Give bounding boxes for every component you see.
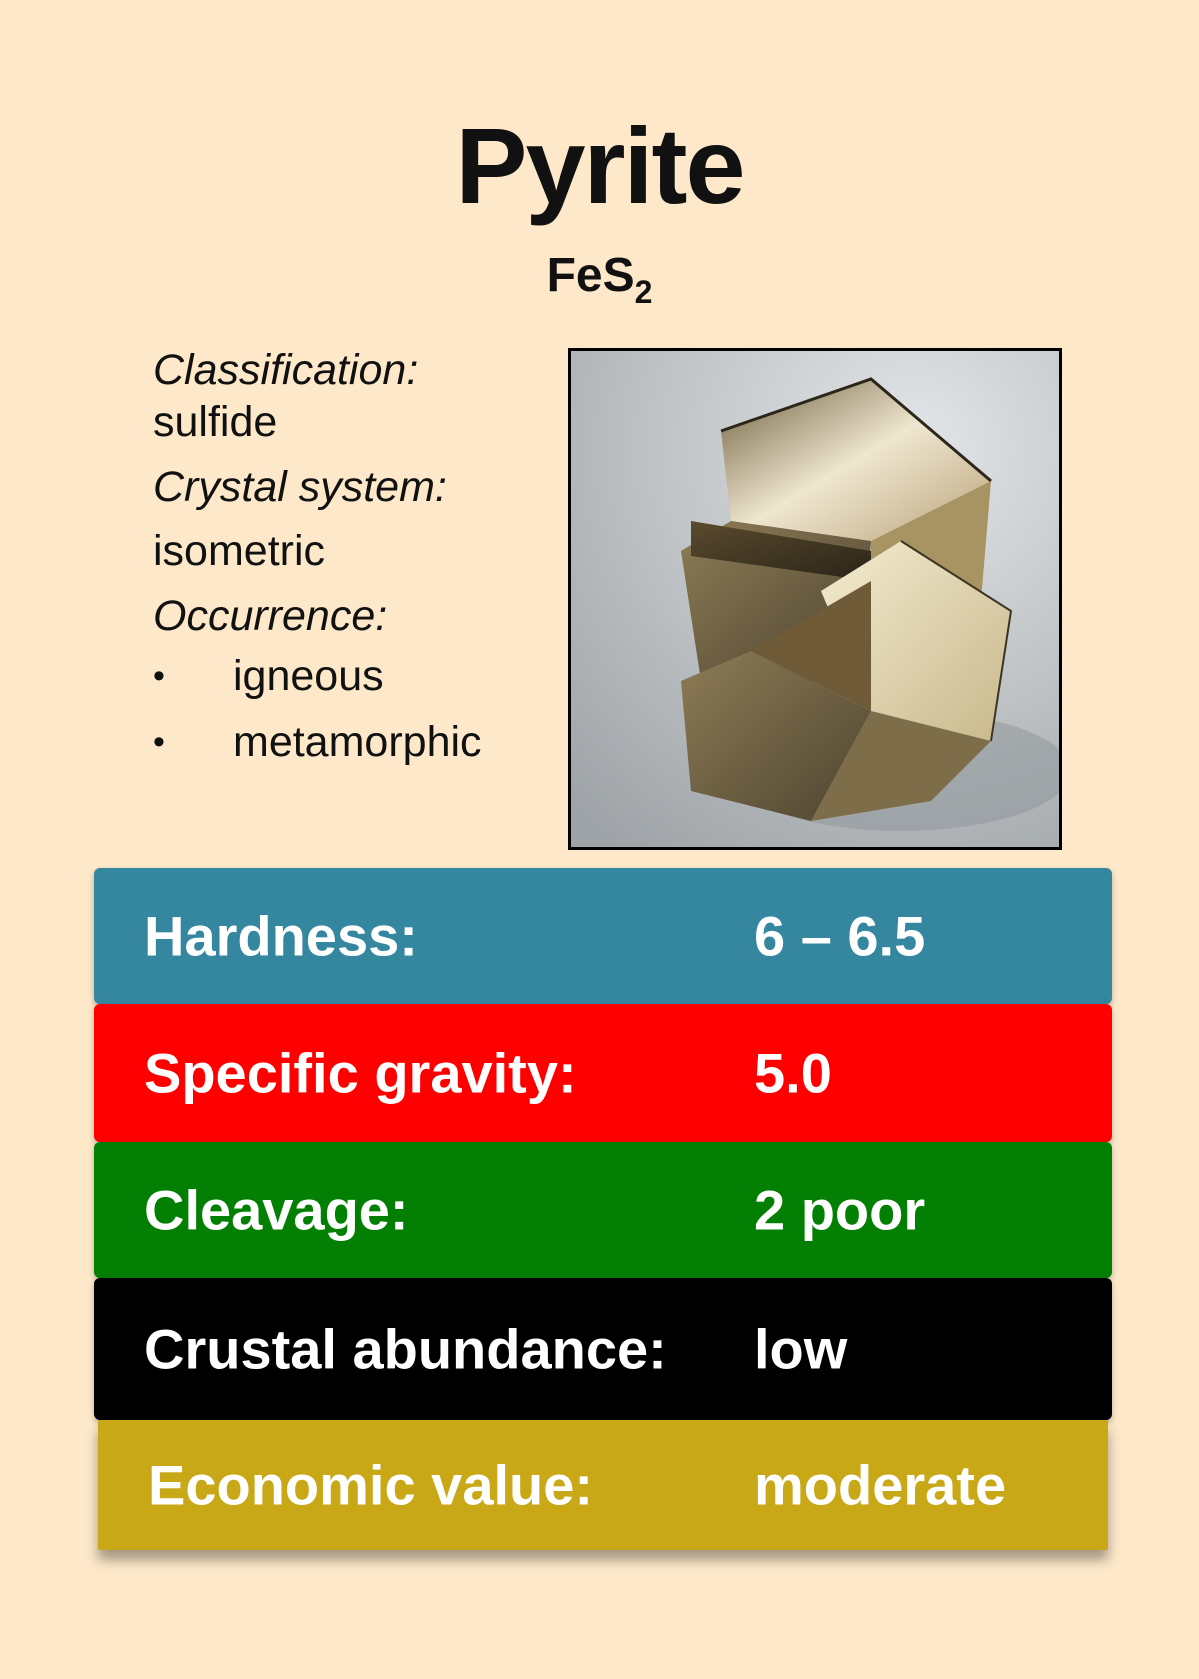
bullet-icon: • xyxy=(153,656,165,695)
economic-value-row: Economic value: moderate xyxy=(98,1420,1108,1550)
cleavage-row: Cleavage: 2 poor xyxy=(94,1142,1112,1278)
mineral-name: Pyrite xyxy=(455,105,745,226)
occurrence-item: • igneous xyxy=(153,643,553,709)
specific-gravity-row: Specific gravity: 5.0 xyxy=(94,1004,1112,1142)
occurrence-label: Occurrence: xyxy=(153,592,388,641)
economic-value-value: moderate xyxy=(754,1453,1007,1517)
crustal-abundance-label: Crustal abundance: xyxy=(144,1317,667,1381)
formula-base: FeS xyxy=(546,249,635,302)
economic-value-label: Economic value: xyxy=(148,1453,594,1517)
crustal-abundance-row: Crustal abundance: low xyxy=(94,1278,1112,1420)
crystal-system-value: isometric xyxy=(153,526,326,575)
pyrite-crystal-photo xyxy=(568,348,1062,850)
occurrence-list: • igneous • metamorphic xyxy=(153,643,553,775)
hardness-row: Hardness: 6 – 6.5 xyxy=(94,868,1112,1004)
hardness-value: 6 – 6.5 xyxy=(754,904,926,968)
specific-gravity-label: Specific gravity: xyxy=(144,1041,577,1105)
crystal-system-label: Crystal system: xyxy=(153,463,447,512)
cleavage-value: 2 poor xyxy=(754,1178,926,1242)
mineral-info: Classification: sulfide Crystal system: … xyxy=(153,345,553,775)
specific-gravity-value: 5.0 xyxy=(754,1041,832,1105)
crystal-illustration xyxy=(571,351,1059,847)
formula-subscript: 2 xyxy=(634,274,653,310)
chemical-formula: FeS2 xyxy=(0,249,1199,310)
bullet-icon: • xyxy=(153,722,165,761)
property-table: Hardness: 6 – 6.5 Specific gravity: 5.0 Cl… xyxy=(94,868,1112,1550)
hardness-label: Hardness: xyxy=(144,904,418,968)
classification-value: sulfide xyxy=(153,397,278,446)
occurrence-item: • metamorphic xyxy=(153,709,553,775)
cleavage-label: Cleavage: xyxy=(144,1178,409,1242)
crustal-abundance-value: low xyxy=(754,1317,848,1381)
classification-label: Classification: xyxy=(153,346,419,394)
